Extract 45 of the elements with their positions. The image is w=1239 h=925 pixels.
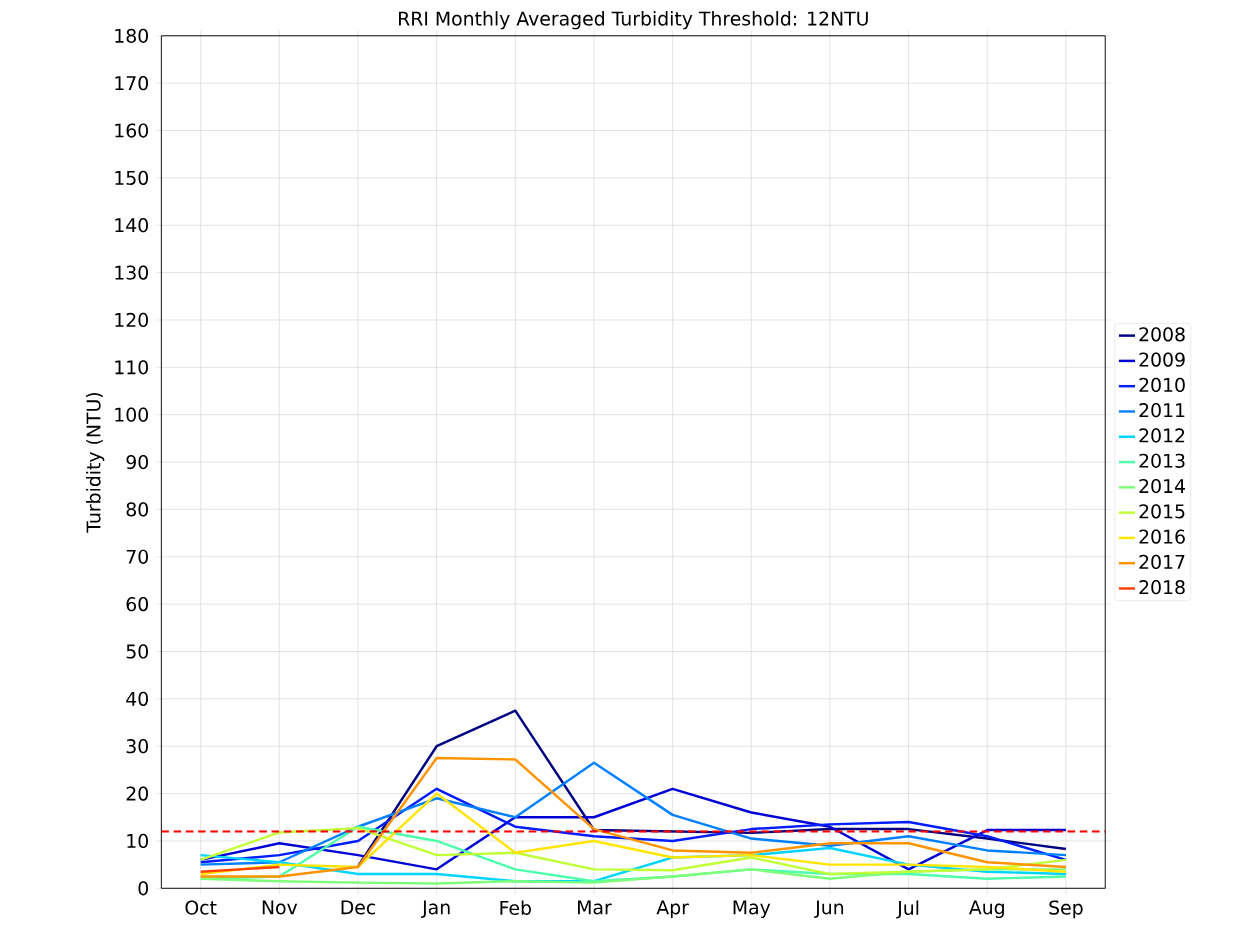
- y-tick-label: 130: [115, 265, 148, 280]
- legend-label: 2011: [1139, 403, 1185, 418]
- legend-label: 2016: [1139, 529, 1185, 544]
- y-tick-label: 110: [115, 360, 148, 375]
- x-tick-label: Jan: [421, 900, 450, 918]
- x-tick-label: May: [733, 900, 771, 919]
- chart-title: RRI Monthly Averaged Turbidity Threshold: 12NTU: [399, 11, 868, 30]
- y-tick-label: 0: [138, 881, 148, 896]
- x-tick-label: Jun: [814, 900, 844, 918]
- legend-label: 2012: [1139, 428, 1185, 443]
- x-tick-label: Apr: [656, 900, 689, 919]
- legend-label: 2018: [1139, 580, 1185, 595]
- y-tick-label: 70: [126, 549, 148, 564]
- y-tick-label: 120: [115, 312, 148, 328]
- legend-label: 2009: [1139, 352, 1185, 367]
- legend-label: 2017: [1139, 554, 1185, 570]
- y-tick-label: 40: [126, 691, 148, 706]
- y-tick-label: 10: [127, 833, 148, 849]
- y-tick-label: 180: [115, 28, 148, 43]
- y-tick-label: 170: [115, 76, 148, 91]
- x-tick-label: Sep: [1049, 900, 1083, 919]
- y-tick-label: 90: [126, 454, 148, 470]
- y-tick-label: 30: [126, 739, 148, 754]
- y-axis-title: Turbidity (NTU): [86, 392, 105, 533]
- x-tick-label: Jul: [896, 900, 919, 919]
- x-tick-label: Aug: [969, 900, 1004, 919]
- line-series: [199, 868, 1068, 885]
- y-tick-label: 150: [115, 170, 148, 185]
- x-tick-label: Nov: [262, 900, 298, 915]
- y-tick-label: 60: [126, 596, 148, 612]
- x-tick-label: Feb: [500, 900, 531, 915]
- legend-label: 2013: [1139, 453, 1185, 468]
- legend-label: 2008: [1139, 327, 1185, 342]
- y-tick-label: 160: [115, 123, 148, 138]
- y-tick-label: 50: [126, 644, 148, 659]
- y-tick-label: 100: [115, 407, 148, 422]
- legend-label: 2014: [1139, 478, 1185, 494]
- y-tick-label: 80: [126, 502, 148, 517]
- legend-label: 2015: [1139, 504, 1185, 519]
- legend-label: 2010: [1139, 377, 1185, 393]
- x-tick-label: Dec: [341, 900, 376, 915]
- x-tick-label: Oct: [185, 900, 217, 915]
- y-tick-label: 140: [115, 218, 148, 233]
- y-tick-label: 20: [126, 786, 148, 801]
- x-tick-label: Mar: [578, 900, 612, 915]
